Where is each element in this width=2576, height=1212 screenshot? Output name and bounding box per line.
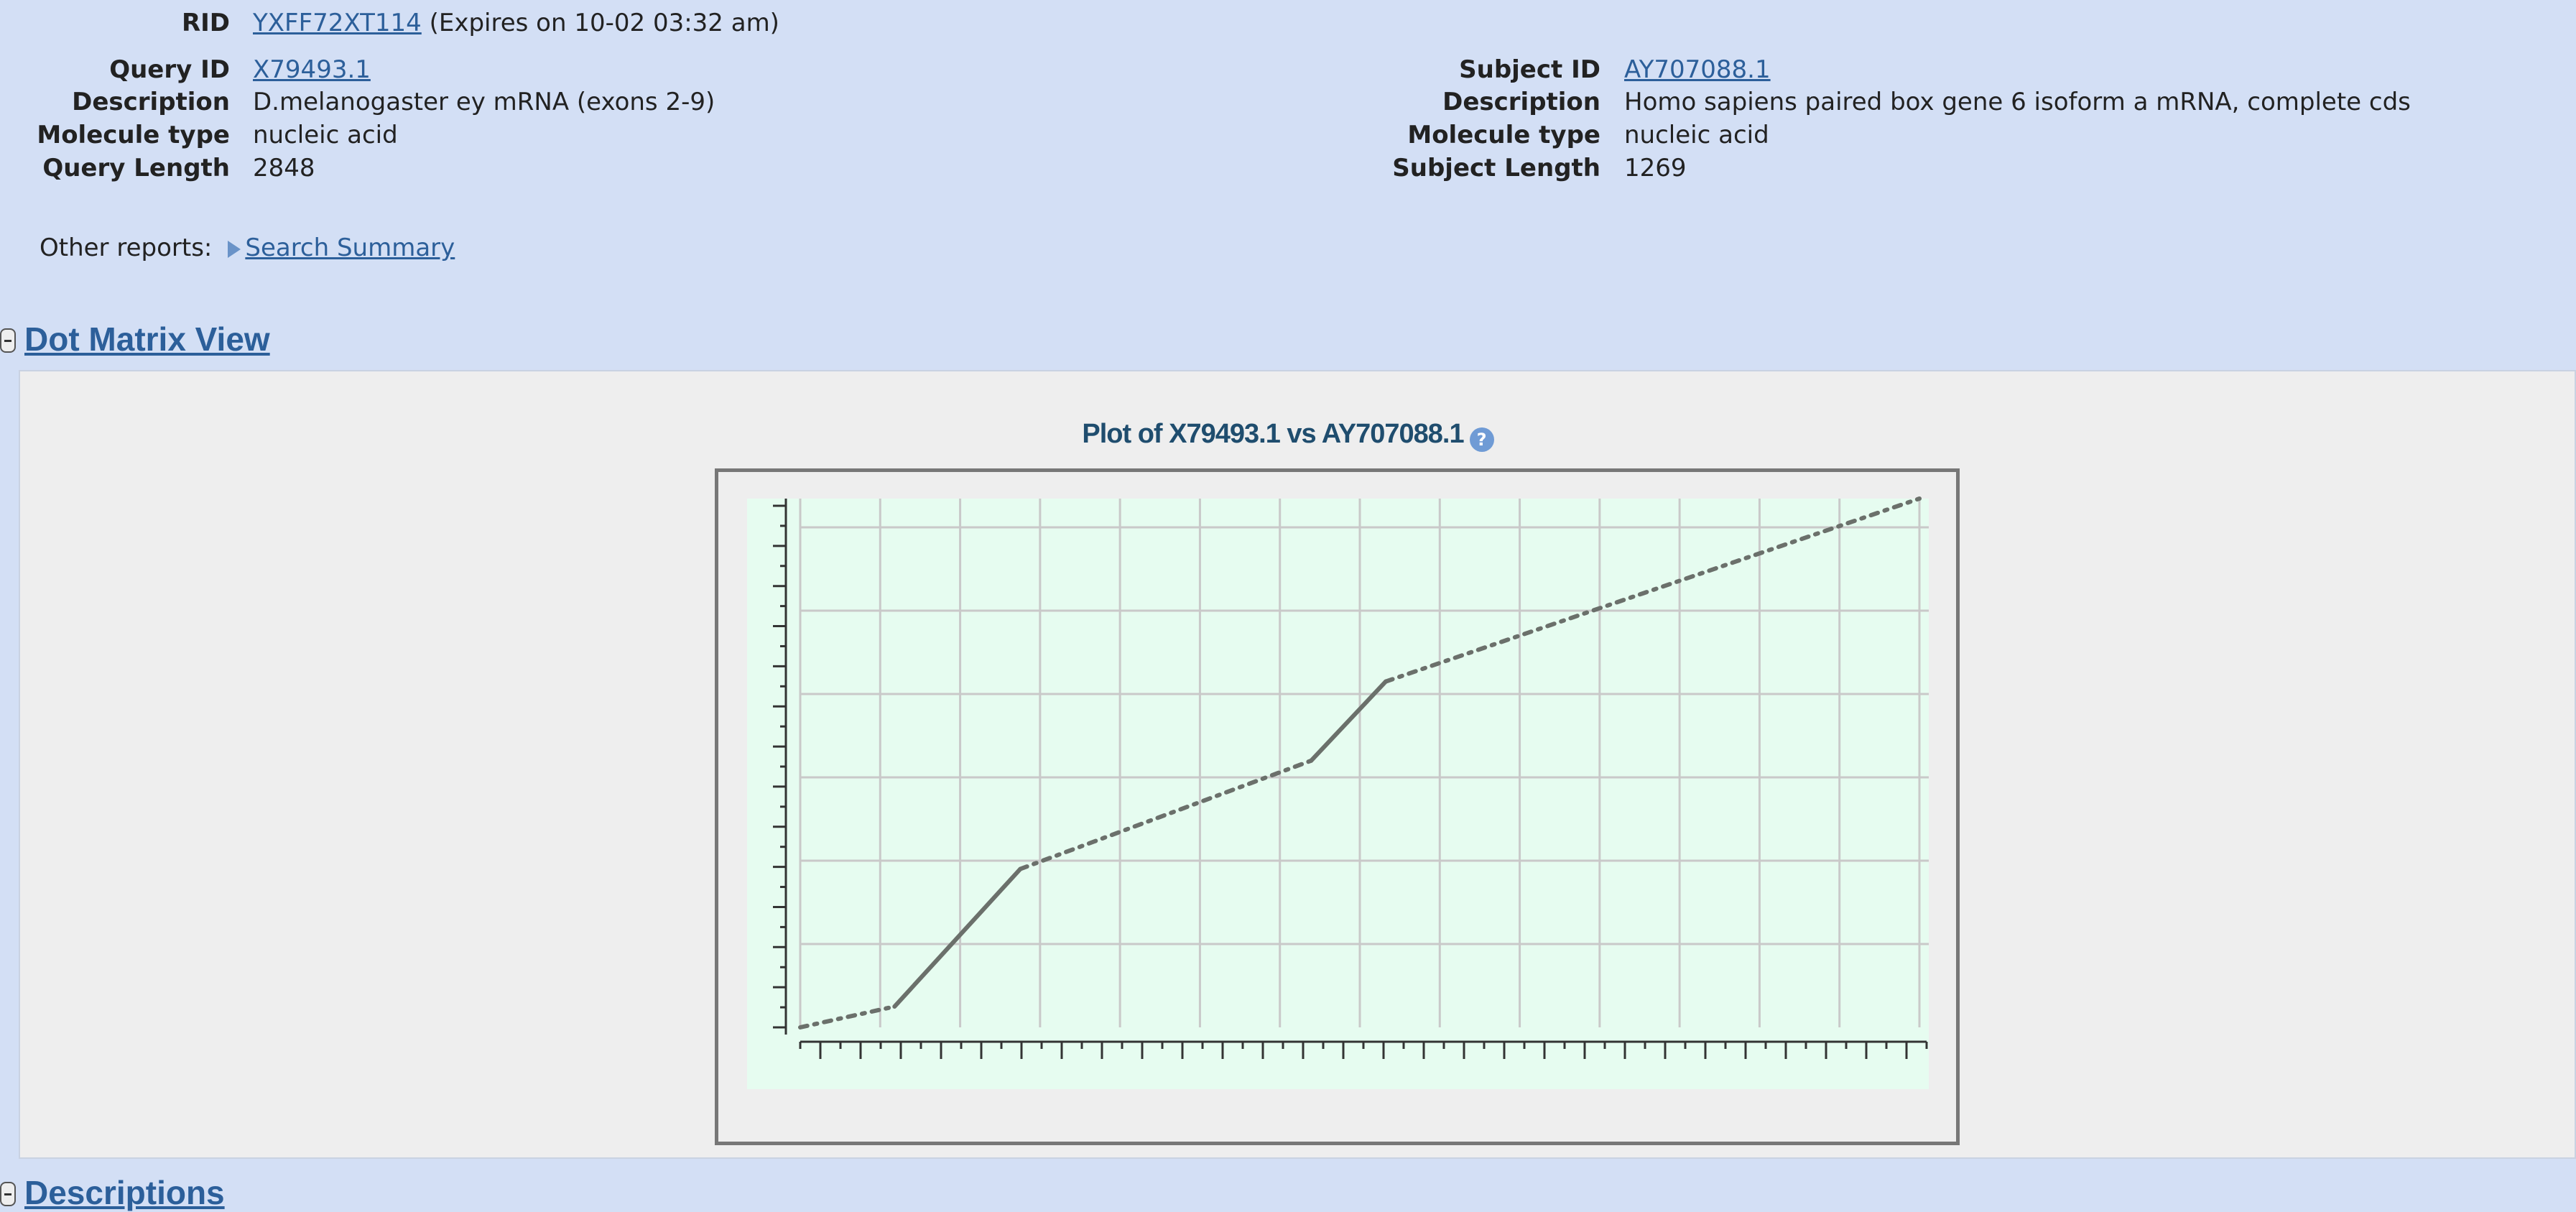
plot-background — [747, 499, 1929, 1089]
dot-matrix-section-title[interactable]: Dot Matrix View — [24, 320, 270, 358]
subject-mol-value: nucleic acid — [1624, 121, 1769, 149]
query-id-label: Query ID — [109, 55, 230, 84]
question-circle-icon[interactable]: ? — [1469, 427, 1494, 452]
query-mol-label: Molecule type — [37, 121, 230, 149]
other-reports: Other reports: Search Summary — [40, 233, 455, 262]
other-reports-label: Other reports: — [40, 233, 213, 262]
query-mol-value: nucleic acid — [253, 121, 398, 149]
subject-desc-label: Description — [1442, 88, 1600, 116]
subject-len-label: Subject Length — [1392, 154, 1600, 182]
alignment-segment — [798, 1004, 897, 1030]
rid-link[interactable]: YXFF72XT114 — [253, 9, 422, 37]
alignment-segment — [1384, 496, 1922, 684]
search-summary-link[interactable]: Search Summary — [245, 233, 455, 262]
rid-expiry: (Expires on 10-02 03:32 am) — [429, 9, 779, 37]
dot-matrix-plot — [747, 496, 1929, 1089]
subject-len-value: 1269 — [1624, 154, 1687, 182]
plot-frame — [715, 468, 1960, 1145]
query-id-link[interactable]: X79493.1 — [253, 55, 371, 84]
subject-mol-label: Molecule type — [1407, 121, 1600, 149]
alignment-segment — [892, 866, 1023, 1009]
query-len-label: Query Length — [42, 154, 230, 182]
plot-title-row: Plot of X79493.1 vs AY707088.1? — [0, 419, 2576, 452]
alignment-segment — [1018, 758, 1314, 871]
query-len-value: 2848 — [253, 154, 315, 182]
subject-id-label: Subject ID — [1459, 55, 1600, 84]
plot-title: Plot of X79493.1 vs AY707088.1 — [1082, 419, 1464, 449]
rid-label: RID — [181, 9, 230, 37]
descriptions-toggle-icon[interactable] — [0, 1182, 16, 1206]
subject-desc-value: Homo sapiens paired box gene 6 isoform a… — [1624, 88, 2411, 116]
rid-row: YXFF72XT114 (Expires on 10-02 03:32 am) — [253, 9, 779, 37]
collapse-toggle-icon[interactable] — [0, 328, 16, 353]
play-triangle-icon — [228, 240, 241, 258]
subject-id-link[interactable]: AY707088.1 — [1624, 55, 1771, 84]
alignment-segment — [1309, 679, 1389, 763]
query-desc-value: D.melanogaster ey mRNA (exons 2-9) — [253, 88, 715, 116]
descriptions-section-title[interactable]: Descriptions — [24, 1174, 225, 1211]
query-desc-label: Description — [72, 88, 230, 116]
